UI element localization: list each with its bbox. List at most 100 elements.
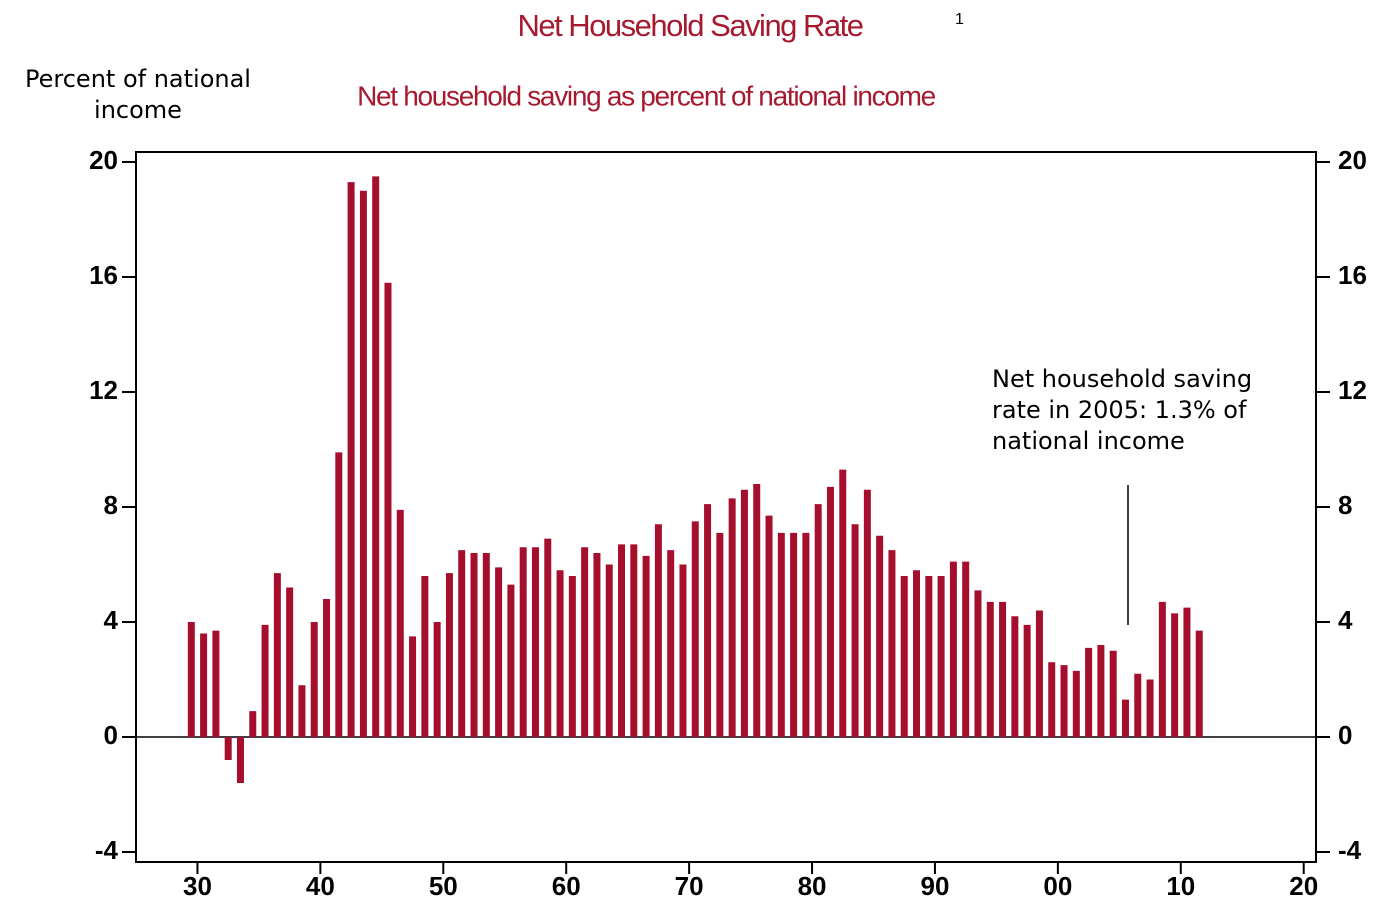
bar (913, 570, 921, 737)
x-tick-label: 00 (1043, 871, 1072, 901)
y-tick-label: 16 (89, 260, 118, 290)
bar (433, 622, 441, 737)
bar (925, 576, 933, 737)
bar (310, 622, 318, 737)
bar (445, 573, 453, 737)
bar (826, 486, 834, 737)
bar (458, 550, 466, 737)
bar (1085, 647, 1093, 737)
x-tick-label: 20 (1289, 871, 1318, 901)
y-tick-label: 0 (104, 720, 118, 750)
bar (531, 547, 539, 737)
bar (1158, 601, 1166, 737)
y2-tick-label: 4 (1338, 605, 1353, 635)
bar (495, 567, 503, 737)
bar (1060, 665, 1068, 737)
chart-subtitle: Net household saving as percent of natio… (357, 80, 936, 111)
bar (593, 553, 601, 737)
bar (544, 538, 552, 737)
x-tick-label: 30 (183, 871, 212, 901)
bar (347, 182, 355, 737)
bar (1171, 613, 1179, 737)
annotation: Net household saving rate in 2005: 1.3% … (992, 365, 1253, 455)
x-tick-label: 40 (306, 871, 335, 901)
y2-tick-label: 16 (1338, 260, 1367, 290)
bar (937, 576, 945, 737)
bar (716, 532, 724, 737)
bar (224, 737, 232, 760)
bar (556, 570, 564, 737)
x-tick-label: 80 (798, 871, 827, 901)
x-tick-label: 70 (675, 871, 704, 901)
bar (1195, 630, 1203, 737)
bar (1035, 610, 1043, 737)
bar (249, 711, 257, 737)
bar (888, 550, 896, 737)
bar (605, 564, 613, 737)
bar (212, 630, 220, 737)
bar (777, 532, 785, 737)
x-tick-label: 10 (1166, 871, 1195, 901)
bar (654, 524, 662, 737)
bar (409, 636, 417, 737)
bar (286, 587, 294, 737)
x-tick-label: 60 (552, 871, 581, 901)
bar (851, 524, 859, 737)
bar (667, 550, 675, 737)
bar (753, 484, 761, 737)
bar (814, 504, 822, 737)
bar (839, 469, 847, 737)
bar (728, 498, 736, 737)
chart-title: Net Household Saving Rate (517, 8, 862, 43)
bar (962, 561, 970, 737)
bar (261, 624, 269, 737)
y2-tick-label: -4 (1338, 835, 1362, 865)
bar (802, 532, 810, 737)
y-tick-label: 4 (104, 605, 119, 635)
bar (1183, 607, 1191, 737)
bar (630, 544, 638, 737)
y2-tick-label: 0 (1338, 720, 1352, 750)
bar (421, 576, 429, 737)
bar (581, 547, 589, 737)
bar (618, 544, 626, 737)
bar (1097, 645, 1105, 737)
plot-frame (135, 151, 1317, 863)
bar (384, 282, 392, 737)
bar (323, 599, 331, 737)
y-tick-label: -4 (95, 835, 119, 865)
y2-tick-label: 8 (1338, 490, 1352, 520)
bar (642, 555, 650, 737)
bar (1134, 673, 1142, 737)
bar (1011, 616, 1019, 737)
bar (900, 576, 908, 737)
bar (568, 576, 576, 737)
bar (1109, 650, 1117, 737)
bar (974, 590, 982, 737)
bar (765, 515, 773, 737)
bar (679, 564, 687, 737)
x-tick-label: 50 (429, 871, 458, 901)
bar (359, 190, 367, 737)
bar (1072, 670, 1080, 737)
bar (335, 452, 343, 737)
x-tick-label: 90 (920, 871, 949, 901)
bar (372, 176, 380, 737)
bar (704, 504, 712, 737)
bar (236, 737, 244, 783)
y-axis-label: Percent of national income (25, 65, 251, 124)
bar (1048, 662, 1056, 737)
bar (298, 685, 306, 737)
bar (1121, 699, 1129, 737)
bar (396, 509, 404, 737)
bar (482, 553, 490, 737)
y-tick-label: 20 (89, 145, 118, 175)
bar (1023, 624, 1031, 737)
y-tick-label: 8 (104, 490, 118, 520)
title-note: 1 (955, 11, 964, 28)
bar (949, 561, 957, 737)
bar (790, 532, 798, 737)
bar (863, 489, 871, 737)
